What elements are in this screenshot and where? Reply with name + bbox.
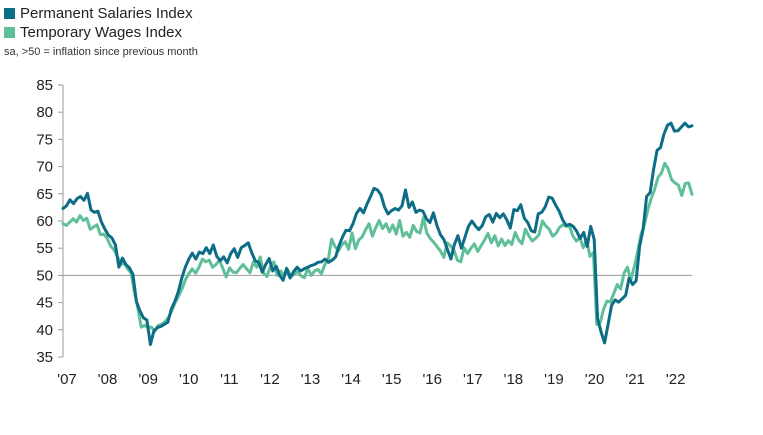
- x-tick-label: '17: [463, 371, 483, 388]
- legend-swatch-permanent: [4, 8, 15, 19]
- y-tick-label: 65: [36, 186, 53, 203]
- legend: Permanent Salaries Index Temporary Wages…: [4, 4, 193, 42]
- y-tick-label: 80: [36, 104, 53, 121]
- x-tick-label: '12: [260, 371, 280, 388]
- x-tick-label: '18: [504, 371, 524, 388]
- y-tick-label: 50: [36, 267, 53, 284]
- y-tick-label: 85: [36, 77, 53, 94]
- y-tick-label: 45: [36, 295, 53, 312]
- y-tick-label: 40: [36, 322, 53, 339]
- x-tick-label: '15: [382, 371, 402, 388]
- x-tick-label: '21: [625, 371, 645, 388]
- legend-label-temporary: Temporary Wages Index: [20, 24, 183, 41]
- y-tick-label: 55: [36, 240, 53, 257]
- x-tick-label: '16: [422, 371, 442, 388]
- x-tick-label: '20: [585, 371, 605, 388]
- x-tick-label: '22: [666, 371, 686, 388]
- x-tick-label: '13: [301, 371, 321, 388]
- legend-swatch-temporary: [4, 27, 15, 38]
- x-tick-label: '19: [544, 371, 564, 388]
- y-tick-label: 70: [36, 159, 53, 176]
- x-tick-label: '07: [57, 371, 77, 388]
- x-tick-label: '09: [138, 371, 158, 388]
- x-tick-label: '08: [98, 371, 118, 388]
- legend-item-temporary: Temporary Wages Index: [4, 23, 193, 42]
- y-tick-label: 75: [36, 131, 53, 148]
- series-line-permanent-salaries: [61, 121, 694, 346]
- y-tick-label: 60: [36, 213, 53, 230]
- legend-item-permanent: Permanent Salaries Index: [4, 4, 193, 23]
- y-tick-label: 35: [36, 349, 53, 366]
- x-tick-label: '11: [220, 371, 238, 388]
- x-tick-label: '14: [341, 371, 361, 388]
- chart-subtitle: sa, >50 = inflation since previous month: [4, 46, 198, 58]
- x-tick-label: '10: [179, 371, 199, 388]
- legend-label-permanent: Permanent Salaries Index: [20, 5, 193, 22]
